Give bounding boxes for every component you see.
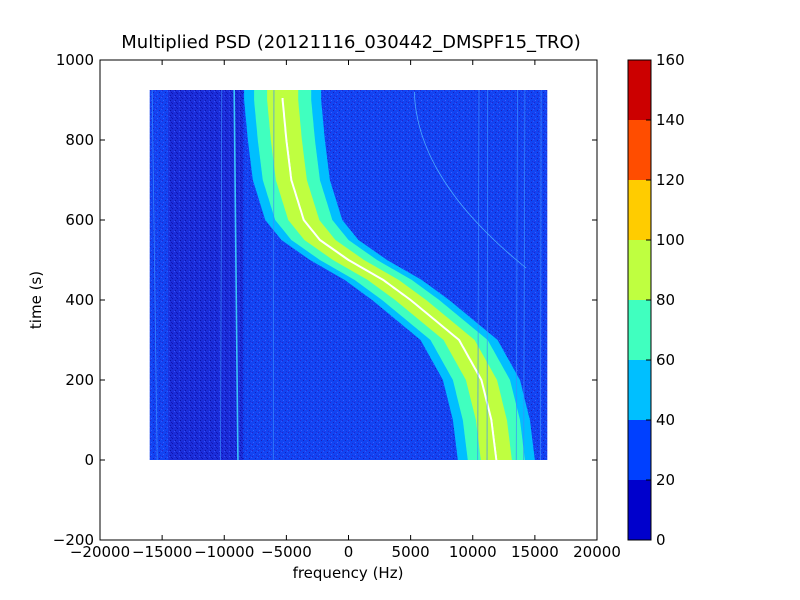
colorbar-segment [628, 120, 651, 180]
chart-title: Multiplied PSD (20121116_030442_DMSPF15_… [121, 32, 580, 53]
interference-line [477, 89, 480, 461]
x-tick-label: 5000 [392, 543, 430, 561]
interference-line [486, 89, 489, 461]
colorbar-tick-label: 20 [656, 471, 675, 489]
colorbar-tick-label: 120 [656, 171, 685, 189]
y-axis-label: time (s) [27, 271, 45, 329]
heatmap-low-region [168, 90, 243, 460]
interference-line [220, 89, 223, 461]
y-tick-label: −200 [53, 531, 94, 549]
y-tick-label: 800 [65, 131, 94, 149]
colorbar-tick-label: 0 [656, 531, 666, 549]
x-tick-label: −15000 [132, 543, 192, 561]
heatmap-image [149, 89, 548, 461]
x-tick-label: −20000 [70, 543, 130, 561]
interference-line [151, 89, 158, 461]
doppler-track-line [281, 98, 498, 461]
colorbar [627, 59, 652, 541]
x-axis-label: frequency (Hz) [293, 564, 404, 582]
interference-line [540, 89, 542, 461]
interference-line [515, 89, 518, 461]
y-tick-label: 600 [65, 211, 94, 229]
interference-line [233, 89, 239, 461]
colorbar-segment [628, 480, 651, 540]
signal-band-inner [267, 90, 512, 460]
colorbar-segment [628, 300, 651, 360]
colorbar-tick-label: 40 [656, 411, 675, 429]
colorbar-ticks: 0 20 40 60 80 100 120 140 160 [646, 51, 685, 549]
colorbar-tick-label: 160 [656, 51, 685, 69]
x-tick-label: 15000 [511, 543, 559, 561]
interference-line [272, 89, 275, 461]
colorbar-tick-label: 60 [656, 351, 675, 369]
colorbar-tick-label: 100 [656, 231, 685, 249]
x-tick-label: −10000 [194, 543, 254, 561]
y-axis-ticks: −200 0 200 400 600 800 1000 [53, 51, 597, 549]
x-axis-ticks: −20000 −15000 −10000 −5000 0 5000 10000 15000 20… [70, 60, 621, 561]
colorbar-segment [628, 180, 651, 240]
colorbar-segment [628, 240, 651, 300]
x-tick-label: 10000 [449, 543, 497, 561]
secondary-trace [414, 91, 527, 269]
colorbar-tick-label: 80 [656, 291, 675, 309]
colorbar-segment [628, 60, 651, 120]
x-tick-label: 0 [344, 543, 354, 561]
x-tick-label: 20000 [573, 543, 621, 561]
colorbar-segment [628, 420, 651, 480]
y-tick-label: 0 [84, 451, 94, 469]
interference-line [523, 89, 526, 461]
x-tick-label: −5000 [261, 543, 312, 561]
colorbar-tick-label: 140 [656, 111, 685, 129]
colorbar-segment [628, 360, 651, 420]
y-tick-label: 1000 [56, 51, 94, 69]
y-tick-label: 400 [65, 291, 94, 309]
y-tick-label: 200 [65, 371, 94, 389]
